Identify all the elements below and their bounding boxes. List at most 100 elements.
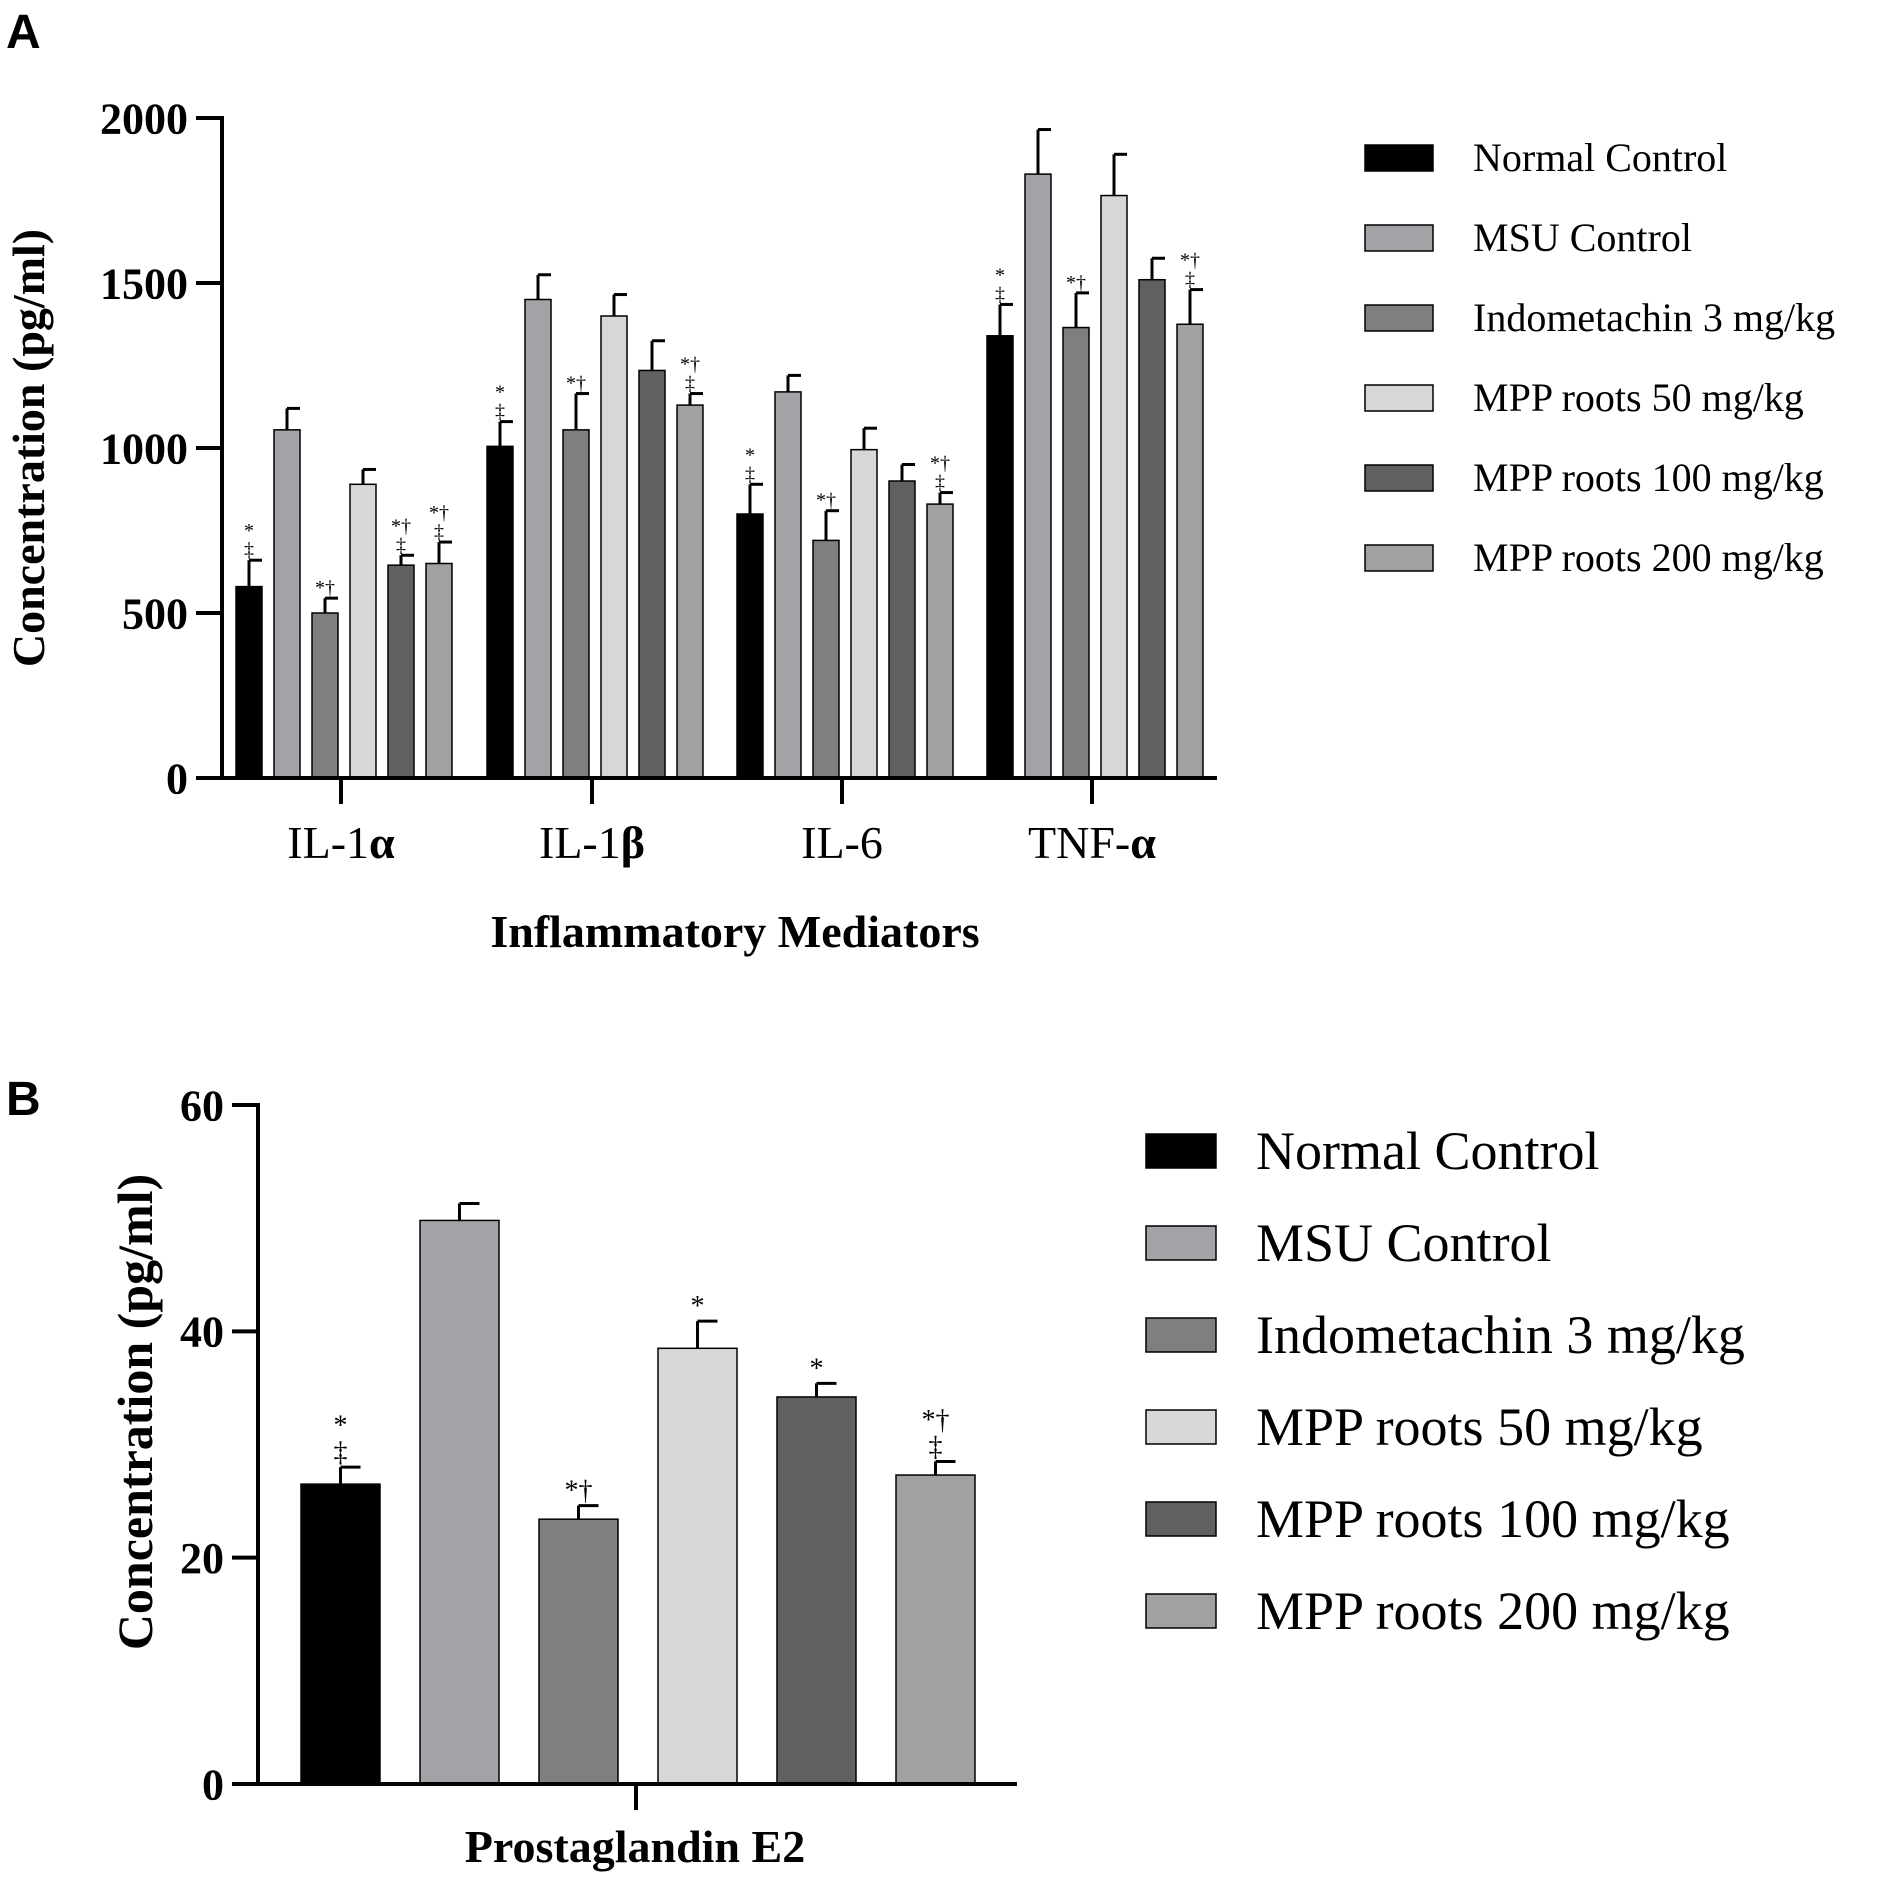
annotation-a-0-1-line-1: ‡ [495, 401, 505, 423]
legend-swatch-5 [1364, 544, 1434, 572]
legend-label-4: MPP roots 100 mg/kg [1473, 455, 1824, 500]
bar-a-5-2 [926, 503, 954, 779]
bar-a-3-2 [850, 448, 878, 779]
legend-swatch-4 [1145, 1501, 1217, 1537]
annotation-a-5-1-line-1: ‡ [685, 373, 695, 395]
legend-swatch-2 [1364, 304, 1434, 332]
panel-b-x-axis-title: Prostaglandin E2 [465, 1821, 805, 1872]
bar-a-0-3 [986, 335, 1014, 779]
legend-label-5: MPP roots 200 mg/kg [1473, 535, 1824, 580]
legend-label-1: MSU Control [1473, 215, 1692, 260]
x-tick-label-text: IL-1 [287, 817, 369, 868]
y-tick-label: 60 [180, 1081, 224, 1130]
bar-a-4-1 [638, 369, 666, 779]
annotation-a-2-2-line-0: *† [816, 490, 836, 512]
bar-a-2-2 [812, 539, 840, 779]
bar-b-3-0 [657, 1347, 738, 1785]
bar-a-0-0 [235, 585, 263, 779]
x-tick-label: IL-1α [287, 817, 395, 868]
bar-a-3-1 [600, 315, 628, 779]
bar-b-0-0 [300, 1483, 381, 1785]
bar-a-3-3 [1100, 194, 1128, 779]
annotation-b-5-0-line-1: ‡ [929, 1431, 943, 1462]
annotation-a-5-3-line-1: ‡ [1185, 269, 1195, 291]
x-tick-label: TNF-α [1028, 817, 1156, 868]
legend-label-2: Indometachin 3 mg/kg [1256, 1305, 1745, 1365]
x-tick-label: IL-6 [801, 817, 883, 868]
bar-a-4-0 [387, 564, 415, 779]
bar-a-4-2 [888, 480, 916, 779]
annotation-a-0-0-line-1: ‡ [244, 539, 254, 561]
annotation-b-2-0-line-0: *† [565, 1476, 593, 1507]
legend-swatch-4 [1364, 464, 1434, 492]
x-tick-label-text: IL-6 [801, 817, 883, 868]
panel-label-a: A [6, 6, 41, 59]
panel-b-y-axis-title: Concentration (pg/ml) [107, 1174, 163, 1650]
annotation-b-0-0-line-0: * [334, 1411, 348, 1442]
annotation-b-3-0-line-0: * [691, 1291, 705, 1322]
panel-a-bars: *‡*‡*‡*‡*†*†*†*†*†‡*†‡*†‡*†‡*†‡ [235, 128, 1204, 779]
panel-a-y-axis-title: Concentration (pg/ml) [3, 229, 54, 667]
bar-a-2-0 [311, 612, 339, 779]
panel-a-legend: Normal Control MSU Control Indometachin 3 … [1364, 135, 1835, 580]
annotation-a-5-0-line-1: ‡ [434, 521, 444, 543]
panel-b-bars: *‡*†***†‡ [300, 1201, 976, 1785]
y-tick-label: 0 [202, 1760, 224, 1809]
y-tick-label: 1000 [100, 424, 188, 473]
legend-label-3: MPP roots 50 mg/kg [1473, 375, 1804, 420]
annotation-b-4-0-line-0: * [810, 1353, 824, 1384]
annotation-a-4-0-line-0: *† [391, 515, 411, 537]
annotation-b-0-0-line-1: ‡ [334, 1437, 348, 1468]
legend-swatch-1 [1145, 1225, 1217, 1261]
annotation-a-0-3-line-0: * [995, 264, 1005, 286]
x-tick-label-text: TNF- [1028, 817, 1130, 868]
legend-label-0: Normal Control [1256, 1121, 1599, 1181]
panel-a-x-axis-title: Inflammatory Mediators [490, 906, 979, 957]
legend-swatch-0 [1145, 1133, 1217, 1169]
bar-a-1-2 [774, 391, 802, 779]
bar-b-2-0 [538, 1518, 619, 1785]
annotation-a-4-0-line-1: ‡ [396, 534, 406, 556]
bar-a-0-1 [486, 445, 514, 779]
panel-b-axes: 0 20 40 60 [180, 1081, 1017, 1810]
x-tick-label-greek: β [621, 817, 645, 868]
annotation-b-5-0-line-0: *† [922, 1405, 950, 1436]
bar-a-1-3 [1024, 173, 1052, 779]
annotation-a-0-1-line-0: * [495, 382, 505, 404]
legend-swatch-0 [1364, 144, 1434, 172]
x-tick-label-text: IL-1 [539, 817, 621, 868]
legend-swatch-2 [1145, 1317, 1217, 1353]
x-tick-label-greek: α [369, 817, 395, 868]
annotation-a-0-0-line-0: * [244, 520, 254, 542]
panel-label-b: B [6, 1073, 41, 1126]
annotation-a-5-2-line-1: ‡ [935, 472, 945, 494]
y-tick-label: 500 [122, 589, 188, 638]
bar-a-4-3 [1138, 278, 1166, 779]
bar-a-5-3 [1176, 323, 1204, 779]
legend-swatch-3 [1364, 384, 1434, 412]
bar-a-2-1 [562, 429, 590, 779]
bar-b-5-0 [895, 1474, 976, 1785]
x-tick-label-greek: α [1130, 817, 1156, 868]
annotation-a-2-1-line-0: *† [566, 373, 586, 395]
y-tick-label: 0 [166, 754, 188, 803]
y-tick-label: 2000 [100, 94, 188, 143]
panel-b-legend: Normal Control MSU Control Indometachin 3 … [1145, 1121, 1745, 1641]
bar-a-1-1 [524, 298, 552, 779]
legend-label-3: MPP roots 50 mg/kg [1256, 1397, 1703, 1457]
bar-a-3-0 [349, 483, 377, 779]
annotation-a-0-2-line-1: ‡ [745, 463, 755, 485]
bar-a-0-2 [736, 513, 764, 779]
annotation-a-5-3-line-0: *† [1180, 250, 1200, 272]
bar-a-1-0 [273, 429, 301, 779]
annotation-a-0-3-line-1: ‡ [995, 283, 1005, 305]
bar-a-5-1 [676, 404, 704, 779]
bar-b-1-0 [419, 1219, 500, 1785]
annotation-a-2-3-line-0: *† [1066, 272, 1086, 294]
legend-label-1: MSU Control [1256, 1213, 1552, 1273]
legend-label-5: MPP roots 200 mg/kg [1256, 1581, 1730, 1641]
annotation-a-0-2-line-0: * [745, 444, 755, 466]
annotation-a-5-1-line-0: *† [680, 354, 700, 376]
